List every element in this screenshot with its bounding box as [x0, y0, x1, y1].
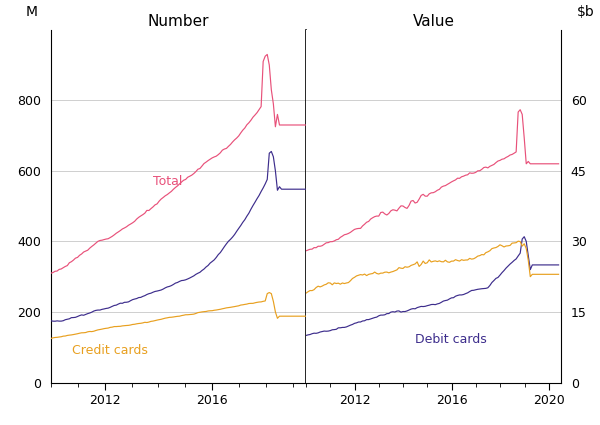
Text: Debit cards: Debit cards [415, 332, 487, 346]
Title: Value: Value [413, 14, 455, 28]
Text: Credit cards: Credit cards [73, 343, 148, 357]
Title: Number: Number [148, 14, 209, 28]
Text: $b: $b [577, 5, 594, 19]
Text: Total: Total [153, 175, 182, 188]
Text: M: M [26, 5, 38, 19]
